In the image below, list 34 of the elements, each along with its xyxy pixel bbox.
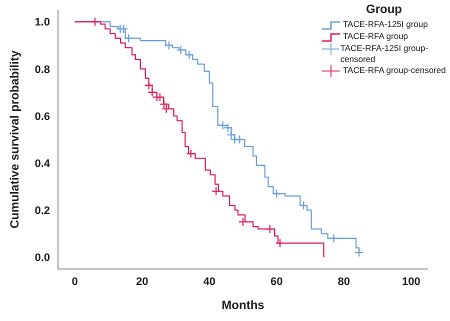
legend-label: TACE-RFA group-censored <box>343 65 446 76</box>
legend-label: TACE-RFA group <box>343 31 408 42</box>
y-tick-label: 0.0 <box>34 252 50 264</box>
y-tick-label: 0.2 <box>34 205 50 218</box>
y-tick-label: 1.0 <box>34 16 50 29</box>
y-tick-label: 0.8 <box>34 64 50 76</box>
point <box>186 149 196 158</box>
x-tick-label: 60 <box>270 276 283 288</box>
point <box>298 200 308 210</box>
point <box>184 50 194 60</box>
point <box>329 234 338 243</box>
point <box>124 34 134 43</box>
point <box>235 134 244 144</box>
point <box>90 17 100 26</box>
point <box>272 189 282 198</box>
legend-label: TACE-RFA-125I group <box>343 19 428 30</box>
x-tick-label: 80 <box>338 276 350 288</box>
x-tick-label: 100 <box>402 276 420 288</box>
x-tick-label: 20 <box>136 276 148 288</box>
point <box>275 238 285 248</box>
y-tick-label: 0.6 <box>34 110 50 123</box>
point <box>164 40 174 50</box>
point <box>176 45 186 55</box>
x-tick-label: 0 <box>72 276 78 288</box>
x-tick-label: 40 <box>203 276 216 288</box>
point <box>265 224 275 234</box>
legend-label: TACE-RFA-125I group-censored <box>340 43 430 65</box>
legend-title: Group <box>365 2 403 16</box>
x-axis-title: Months <box>222 298 265 312</box>
point <box>354 248 364 258</box>
y-tick-label: 0.4 <box>34 158 51 170</box>
y-axis-title: Cumulative survival probability <box>7 50 22 229</box>
point <box>238 217 248 227</box>
point <box>211 186 221 196</box>
